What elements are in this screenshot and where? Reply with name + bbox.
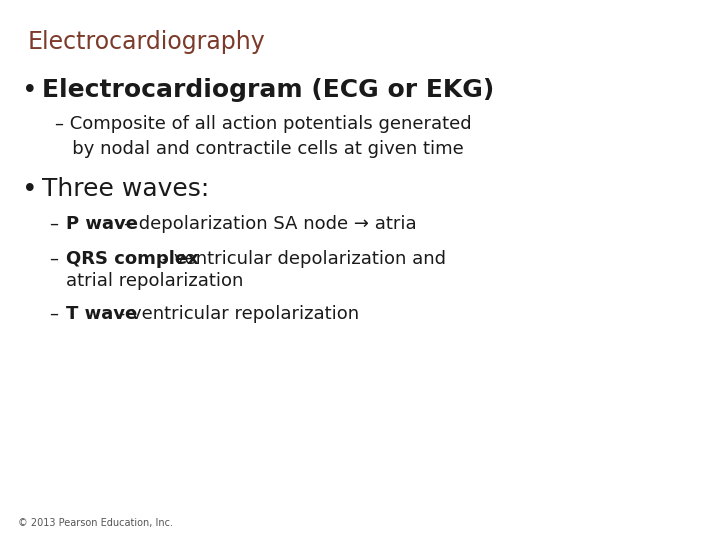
Text: atrial repolarization: atrial repolarization <box>66 272 243 290</box>
Text: Electrocardiogram (ECG or EKG): Electrocardiogram (ECG or EKG) <box>42 78 494 102</box>
Text: –: – <box>50 250 65 268</box>
Text: © 2013 Pearson Education, Inc.: © 2013 Pearson Education, Inc. <box>18 518 173 528</box>
Text: –: – <box>50 215 65 233</box>
Text: - ventricular repolarization: - ventricular repolarization <box>113 305 359 323</box>
Text: – Composite of all action potentials generated
   by nodal and contractile cells: – Composite of all action potentials gen… <box>55 115 472 158</box>
Text: •: • <box>22 177 37 203</box>
Text: –: – <box>50 305 65 323</box>
Text: P wave: P wave <box>66 215 138 233</box>
Text: Electrocardiography: Electrocardiography <box>28 30 266 54</box>
Text: – depolarization SA node → atria: – depolarization SA node → atria <box>124 215 417 233</box>
Text: •: • <box>22 78 37 104</box>
Text: QRS complex: QRS complex <box>66 250 199 268</box>
Text: - ventricular depolarization and: - ventricular depolarization and <box>156 250 446 268</box>
Text: T wave: T wave <box>66 305 138 323</box>
Text: Three waves:: Three waves: <box>42 177 210 201</box>
